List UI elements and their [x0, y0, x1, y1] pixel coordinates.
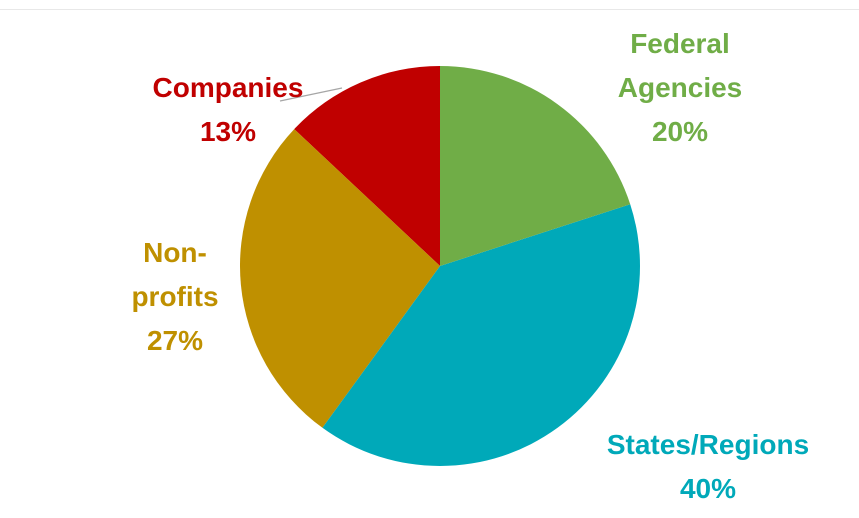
category-label: Companies	[152, 72, 304, 103]
leader-line	[279, 87, 343, 102]
value-label: 13%	[199, 116, 257, 147]
value-label: 27%	[146, 325, 204, 356]
slice-label: Companies 13%	[128, 66, 328, 154]
value-label: 20%	[651, 116, 709, 147]
slice-label: Federal Agencies 20%	[605, 22, 755, 154]
category-label: States/Regions	[606, 429, 810, 460]
top-border	[0, 9, 859, 10]
category-label: Non-profits	[131, 237, 219, 312]
pie-slice	[322, 204, 640, 466]
value-label: 40%	[679, 473, 737, 504]
slice-label: Non-profits 27%	[120, 231, 230, 363]
pie-slice	[440, 66, 631, 266]
pie-slice	[294, 66, 440, 266]
pie-slice	[240, 129, 440, 428]
slice-label: States/Regions 40%	[578, 423, 838, 511]
category-label: Federal Agencies	[617, 28, 743, 103]
